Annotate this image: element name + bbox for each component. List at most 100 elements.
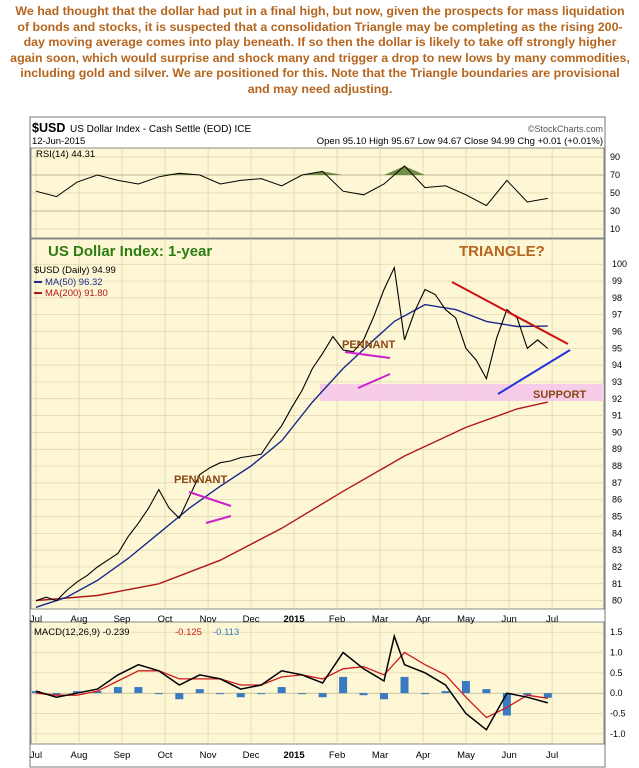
pennant-1-top [188, 491, 232, 507]
macd-line [35, 633, 549, 731]
rsi-y-tick-label: 70 [610, 170, 620, 180]
price-y-tick-label: 95 [612, 343, 622, 353]
chart-frame [29, 116, 606, 768]
macd-y-tick-label: 1.0 [610, 648, 623, 658]
macd-histogram-bar [93, 691, 102, 694]
price-y-tick-label: 98 [612, 293, 622, 303]
price-y-tick-label: 96 [612, 327, 622, 337]
macd-x-tick-label: May [457, 750, 475, 761]
price-y-tick-label: 82 [612, 562, 622, 572]
macd-x-tick-label: Jul [30, 750, 42, 761]
price-y-tick-label: 83 [612, 545, 622, 555]
pennant-annotation-2: PENNANT [342, 339, 395, 351]
ma200-line [35, 401, 548, 602]
macd-x-tick-label: Jul [546, 750, 558, 761]
macd-x-tick-label: Feb [329, 750, 345, 761]
price-x-tick-label: 2015 [283, 614, 305, 625]
source-label: ©StockCharts.com [528, 124, 603, 134]
macd-x-tick-label: Apr [416, 750, 431, 761]
macd-histogram-bar [236, 693, 245, 698]
price-x-tick-label: Jul [30, 614, 42, 625]
macd-y-tick-label: 0.0 [610, 688, 623, 698]
macd-x-tick-label: Jun [501, 750, 516, 761]
price-x-tick-label: Jun [501, 614, 516, 625]
macd-y-tick-label: 1.5 [610, 627, 623, 637]
price-y-tick-label: 100 [612, 259, 627, 269]
macd-y-tick-label: -1.0 [610, 729, 626, 739]
macd-histogram-bar [216, 693, 225, 695]
price-y-tick-label: 80 [612, 596, 622, 606]
macd-y-tick-label: -0.5 [610, 709, 626, 719]
macd-histogram-bar [543, 693, 552, 698]
macd-histogram-bar [72, 691, 81, 694]
macd-layer [32, 633, 552, 731]
macd-histogram-bar [502, 693, 511, 716]
price-line [35, 265, 549, 602]
price-legend-label: $USD (Daily) 94.99 [34, 265, 116, 276]
macd-histogram-bar [420, 693, 429, 695]
macd-x-tick-label: Dec [243, 750, 260, 761]
price-panel [30, 238, 605, 610]
price-legend: $USD (Daily) 94.99 MA(50) 96.32 MA(200) … [34, 265, 116, 299]
macd-histogram-bar [154, 693, 163, 695]
macd-y-tick-label: 0.5 [610, 668, 623, 678]
macd-x-tick-label: Sep [114, 750, 131, 761]
support-annotation: SUPPORT [533, 389, 586, 401]
rsi-line [35, 165, 548, 207]
price-layer [35, 265, 549, 608]
price-y-tick-label: 94 [612, 360, 622, 370]
ma50-line [35, 303, 548, 608]
macd-histogram-bar [32, 691, 40, 694]
macd-histogram-bar [380, 693, 389, 700]
price-x-tick-label: Mar [372, 614, 388, 625]
price-x-tick-label: Jul [546, 614, 558, 625]
support-band [320, 384, 604, 401]
price-y-tick-label: 81 [612, 579, 622, 589]
macd-histogram-bar [482, 689, 491, 694]
macd-histogram-bar [277, 687, 286, 694]
price-x-tick-label: Oct [158, 614, 173, 625]
macd-histogram-bar [134, 687, 143, 694]
triangle-lower-line [497, 349, 571, 395]
price-y-tick-label: 84 [612, 528, 622, 538]
macd-histogram-bar [441, 691, 450, 694]
macd-histogram-bar [113, 687, 122, 694]
macd-panel [30, 621, 605, 745]
macd-histogram-bar [461, 680, 470, 694]
macd-histogram-bar [52, 693, 61, 696]
macd-histogram-bar [400, 676, 409, 694]
macd-legend: MACD(12,26,9) -0.239 -0.125 -0.113 [34, 627, 239, 638]
price-y-tick-label: 93 [612, 377, 622, 387]
pennant-1-bottom [205, 515, 232, 524]
rsi-y-tick-label: 90 [610, 152, 620, 162]
price-x-tick-label: May [457, 614, 475, 625]
price-y-tick-label: 92 [612, 394, 622, 404]
macd-x-tick-label: 2015 [283, 750, 305, 761]
ma50-legend-label: MA(50) 96.32 [45, 277, 103, 288]
date-label: 12-Jun-2015 [32, 136, 85, 147]
macd-histogram-bar [318, 693, 327, 698]
price-y-tick-label: 88 [612, 461, 622, 471]
macd-histogram-bar [298, 693, 307, 695]
macd-histogram-bar [359, 693, 368, 696]
macd-signal-line [35, 651, 548, 719]
macd-x-tick-label: Mar [372, 750, 388, 761]
ma200-legend-label: MA(200) 91.80 [45, 288, 108, 299]
price-y-tick-label: 87 [612, 478, 622, 488]
macd-histogram-bar [195, 689, 204, 694]
symbol-label: $USD [32, 121, 65, 135]
rsi-y-tick-label: 50 [610, 188, 620, 198]
price-y-tick-label: 85 [612, 512, 622, 522]
chart-title-annotation: US Dollar Index: 1-year [48, 243, 212, 260]
instrument-name: US Dollar Index - Cash Settle (EOD) ICE [70, 124, 251, 135]
macd-x-tick-label: Aug [71, 750, 88, 761]
price-y-tick-label: 97 [612, 310, 622, 320]
price-x-tick-label: Apr [416, 614, 431, 625]
rsi-label: RSI(14) 44.31 [36, 149, 95, 160]
chart-caption: We had thought that the dollar had put i… [10, 4, 630, 96]
macd-x-tick-label: Nov [200, 750, 217, 761]
macd-histogram-bar [257, 693, 266, 695]
macd-line-label: MACD(12,26,9) -0.239 [34, 627, 130, 638]
price-y-tick-label: 90 [612, 427, 622, 437]
price-y-tick-label: 99 [612, 276, 622, 286]
